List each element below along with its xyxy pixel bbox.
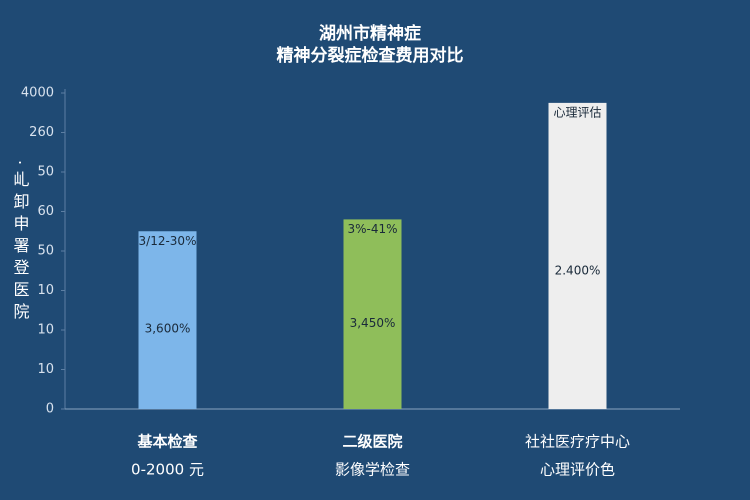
y-tick-label: 10 [37, 283, 54, 298]
y-tick-label: 50 [37, 165, 54, 180]
y-axis-label: ·乢卸申署登医院 [11, 160, 30, 325]
bar-annotation: 心理评估 [553, 105, 601, 119]
bar [343, 219, 402, 409]
bar-annotation: 3,600% [145, 322, 191, 336]
bar [548, 102, 607, 409]
x-sublabel: 0-2000 元 [131, 461, 204, 479]
bar-annotation: 3%-41% [347, 222, 397, 236]
x-tick-label: 二级医院 [342, 433, 402, 451]
y-tick-label: 0 [46, 402, 54, 417]
y-tick-label: 50 [37, 244, 54, 259]
bar-annotation: 3,450% [350, 316, 396, 330]
y-tick-label: 60 [37, 204, 54, 219]
x-tick-label: 基本检查 [136, 433, 198, 451]
bar-annotation: 2.400% [555, 264, 601, 278]
x-sublabel: 心理评价色 [540, 461, 615, 479]
y-tick-label: 10 [37, 362, 54, 377]
y-tick-label: 10 [37, 323, 54, 338]
bar [138, 231, 197, 409]
y-tick-label: 4000 [21, 86, 54, 101]
chart-subtitle: 精神分裂症检查费用对比 [277, 45, 464, 66]
chart-title: 湖州市精神症 [319, 23, 421, 44]
x-sublabel: 影像学检查 [335, 461, 410, 479]
bar-annotation: 3/12-30% [139, 234, 197, 248]
x-tick-label: 社社医疗疗中心 [525, 433, 630, 451]
y-tick-label: 260 [29, 125, 54, 140]
